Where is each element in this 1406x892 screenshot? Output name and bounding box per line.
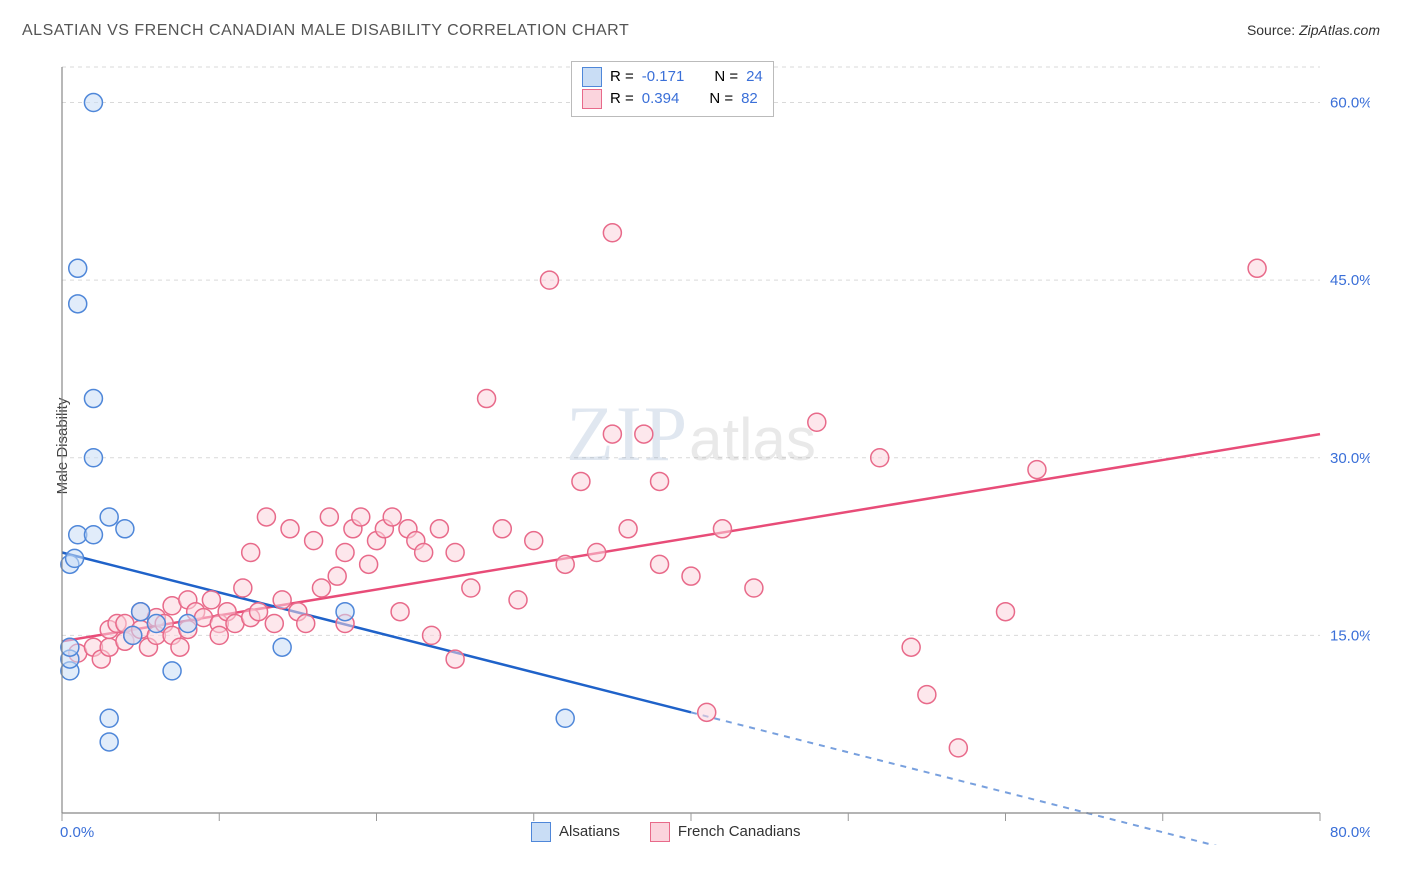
svg-text:60.0%: 60.0% [1330,95,1370,112]
series-legend: Alsatians French Canadians [531,821,800,843]
svg-text:30.0%: 30.0% [1330,450,1370,467]
chart-title: ALSATIAN VS FRENCH CANADIAN MALE DISABIL… [22,22,629,40]
legend-swatch-blue [582,67,602,87]
source-label: Source: [1247,22,1295,38]
svg-text:0.0%: 0.0% [60,824,94,841]
legend-item: Alsatians [531,821,620,843]
legend-swatch-pink [582,89,602,109]
legend-swatch-blue [531,822,551,842]
svg-text:80.0%: 80.0% [1330,824,1370,841]
svg-text:15.0%: 15.0% [1330,627,1370,644]
svg-text:45.0%: 45.0% [1330,272,1370,289]
source-value: ZipAtlas.com [1299,22,1380,38]
legend-item: French Canadians [650,821,801,843]
legend-swatch-pink [650,822,670,842]
scatter-chart: 15.0%30.0%45.0%60.0%ZIPatlas0.0%80.0% [50,55,1370,845]
correlation-legend: R = -0.171N = 24R = 0.394N = 82 [571,61,774,117]
source-attribution: Source: ZipAtlas.com [1247,22,1380,38]
plot-area: 15.0%30.0%45.0%60.0%ZIPatlas0.0%80.0% R … [50,55,1370,845]
